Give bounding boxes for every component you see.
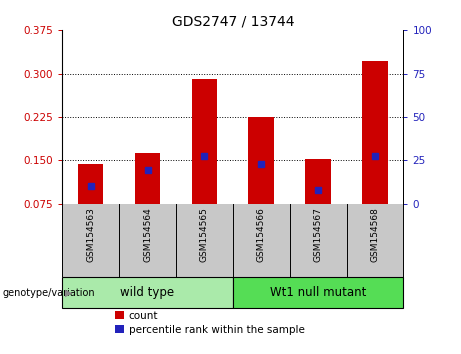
Bar: [62, 277, 233, 308]
Text: GSM154567: GSM154567: [313, 207, 323, 262]
Bar: [305, 159, 331, 204]
Text: GSM154566: GSM154566: [257, 207, 266, 262]
Text: GSM154565: GSM154565: [200, 207, 209, 262]
Bar: [248, 117, 274, 204]
Title: GDS2747 / 13744: GDS2747 / 13744: [171, 15, 294, 29]
Text: Wt1 null mutant: Wt1 null mutant: [270, 286, 366, 299]
Bar: [362, 61, 388, 204]
Text: wild type: wild type: [120, 286, 175, 299]
Text: GSM154564: GSM154564: [143, 207, 152, 262]
Bar: [233, 277, 403, 308]
Bar: [135, 153, 160, 204]
Text: GSM154563: GSM154563: [86, 207, 95, 262]
Text: GSM154568: GSM154568: [371, 207, 379, 262]
Text: genotype/variation: genotype/variation: [2, 287, 95, 298]
Text: ▶: ▶: [65, 287, 72, 298]
Bar: [78, 164, 103, 204]
Legend: count, percentile rank within the sample: count, percentile rank within the sample: [115, 311, 305, 335]
Bar: [192, 79, 217, 204]
